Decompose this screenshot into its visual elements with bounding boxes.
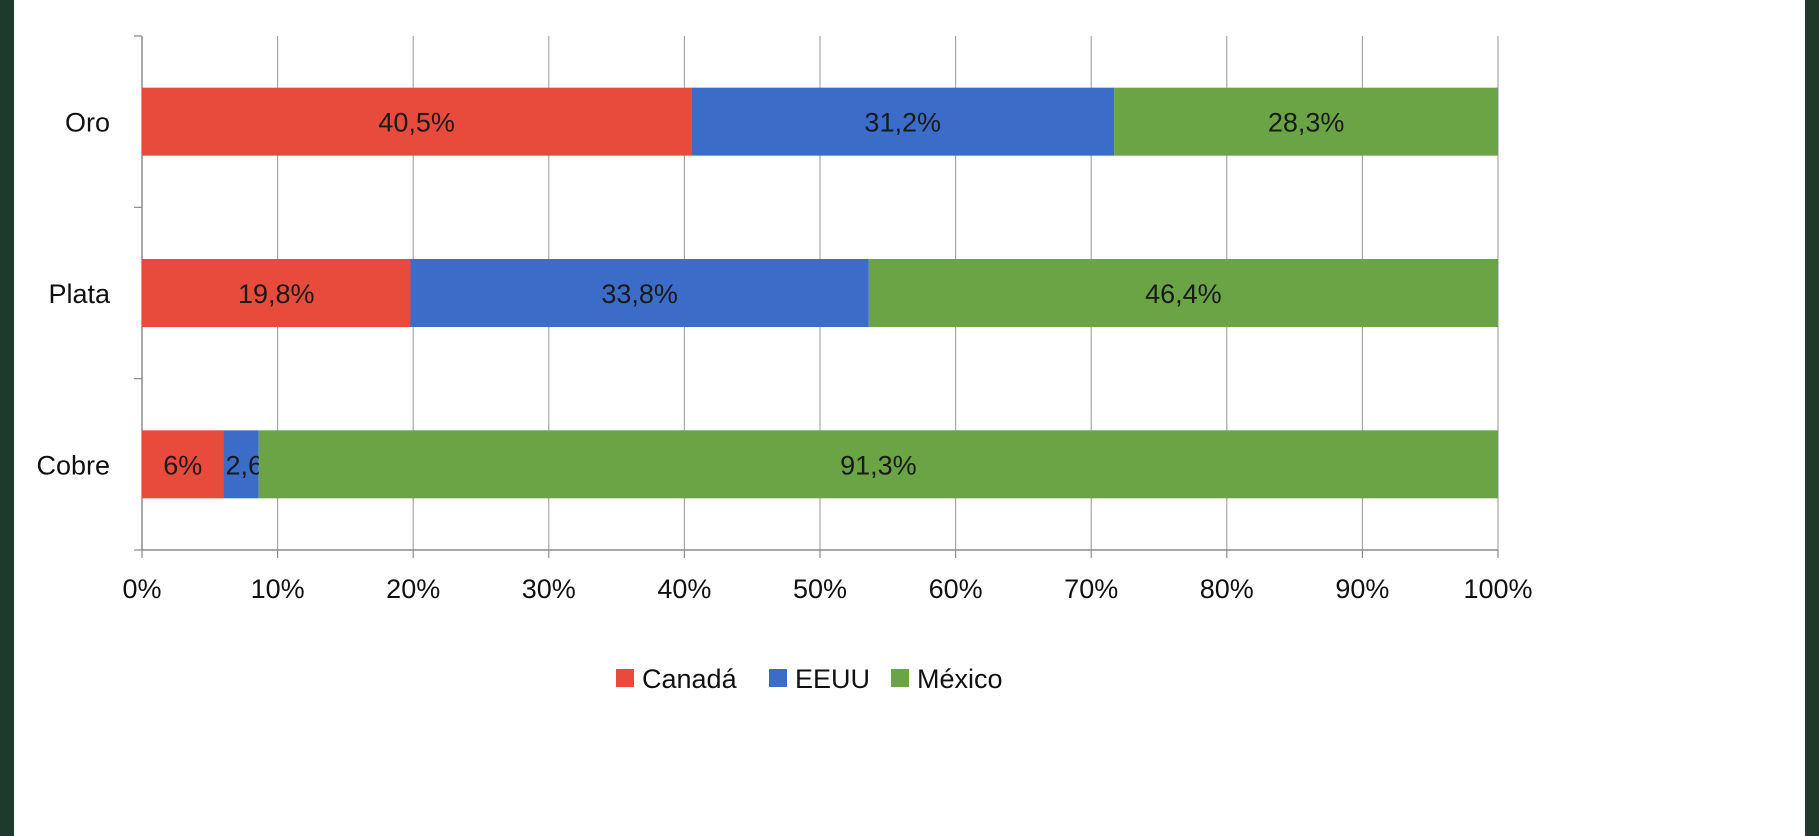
x-tick-label: 80% — [1200, 574, 1254, 604]
data-label: 6% — [163, 450, 202, 480]
legend-swatch — [891, 669, 909, 687]
data-label: 46,4% — [1145, 279, 1222, 309]
x-tick-label: 20% — [386, 574, 440, 604]
x-tick-label: 70% — [1064, 574, 1118, 604]
chart-panel: 0% 10% 20% 30% 40% 50% 60% 70% 80% 90% 100% 40,5% 31… — [14, 0, 1805, 836]
x-tick-label: 10% — [251, 574, 305, 604]
x-tick-label: 90% — [1335, 574, 1389, 604]
x-tick-label: 100% — [1463, 574, 1532, 604]
bar-segment — [142, 430, 224, 499]
bar-segment — [868, 259, 1498, 327]
bar-segment — [691, 87, 1115, 156]
category-label: Cobre — [36, 450, 110, 480]
x-tick-label: 60% — [929, 574, 983, 604]
bar-segment — [223, 430, 259, 499]
bar-segment — [258, 430, 1499, 499]
data-label: 19,8% — [238, 279, 315, 309]
legend-label: México — [917, 664, 1003, 694]
x-tick-label: 50% — [793, 574, 847, 604]
data-label: 33,8% — [601, 279, 678, 309]
data-label: 31,2% — [864, 108, 941, 138]
legend-label: Canadá — [642, 664, 738, 694]
category-label: Oro — [65, 108, 110, 138]
data-label: 91,3% — [840, 450, 917, 480]
bar-segment — [142, 87, 692, 156]
legend-swatch — [769, 669, 787, 687]
x-tick-label: 0% — [122, 574, 161, 604]
data-label: 28,3% — [1268, 108, 1345, 138]
legend-label: EEUU — [795, 664, 870, 694]
bar-segment — [410, 259, 869, 327]
category-label: Plata — [48, 279, 111, 309]
bar-segment — [1114, 87, 1498, 156]
bar-segment — [142, 259, 411, 327]
data-label: 40,5% — [378, 108, 455, 138]
legend-swatch — [616, 669, 634, 687]
x-tick-label: 40% — [657, 574, 711, 604]
x-tick-label: 30% — [522, 574, 576, 604]
stacked-bar-chart: 0% 10% 20% 30% 40% 50% 60% 70% 80% 90% 100% 40,5% 31… — [36, 35, 1533, 694]
